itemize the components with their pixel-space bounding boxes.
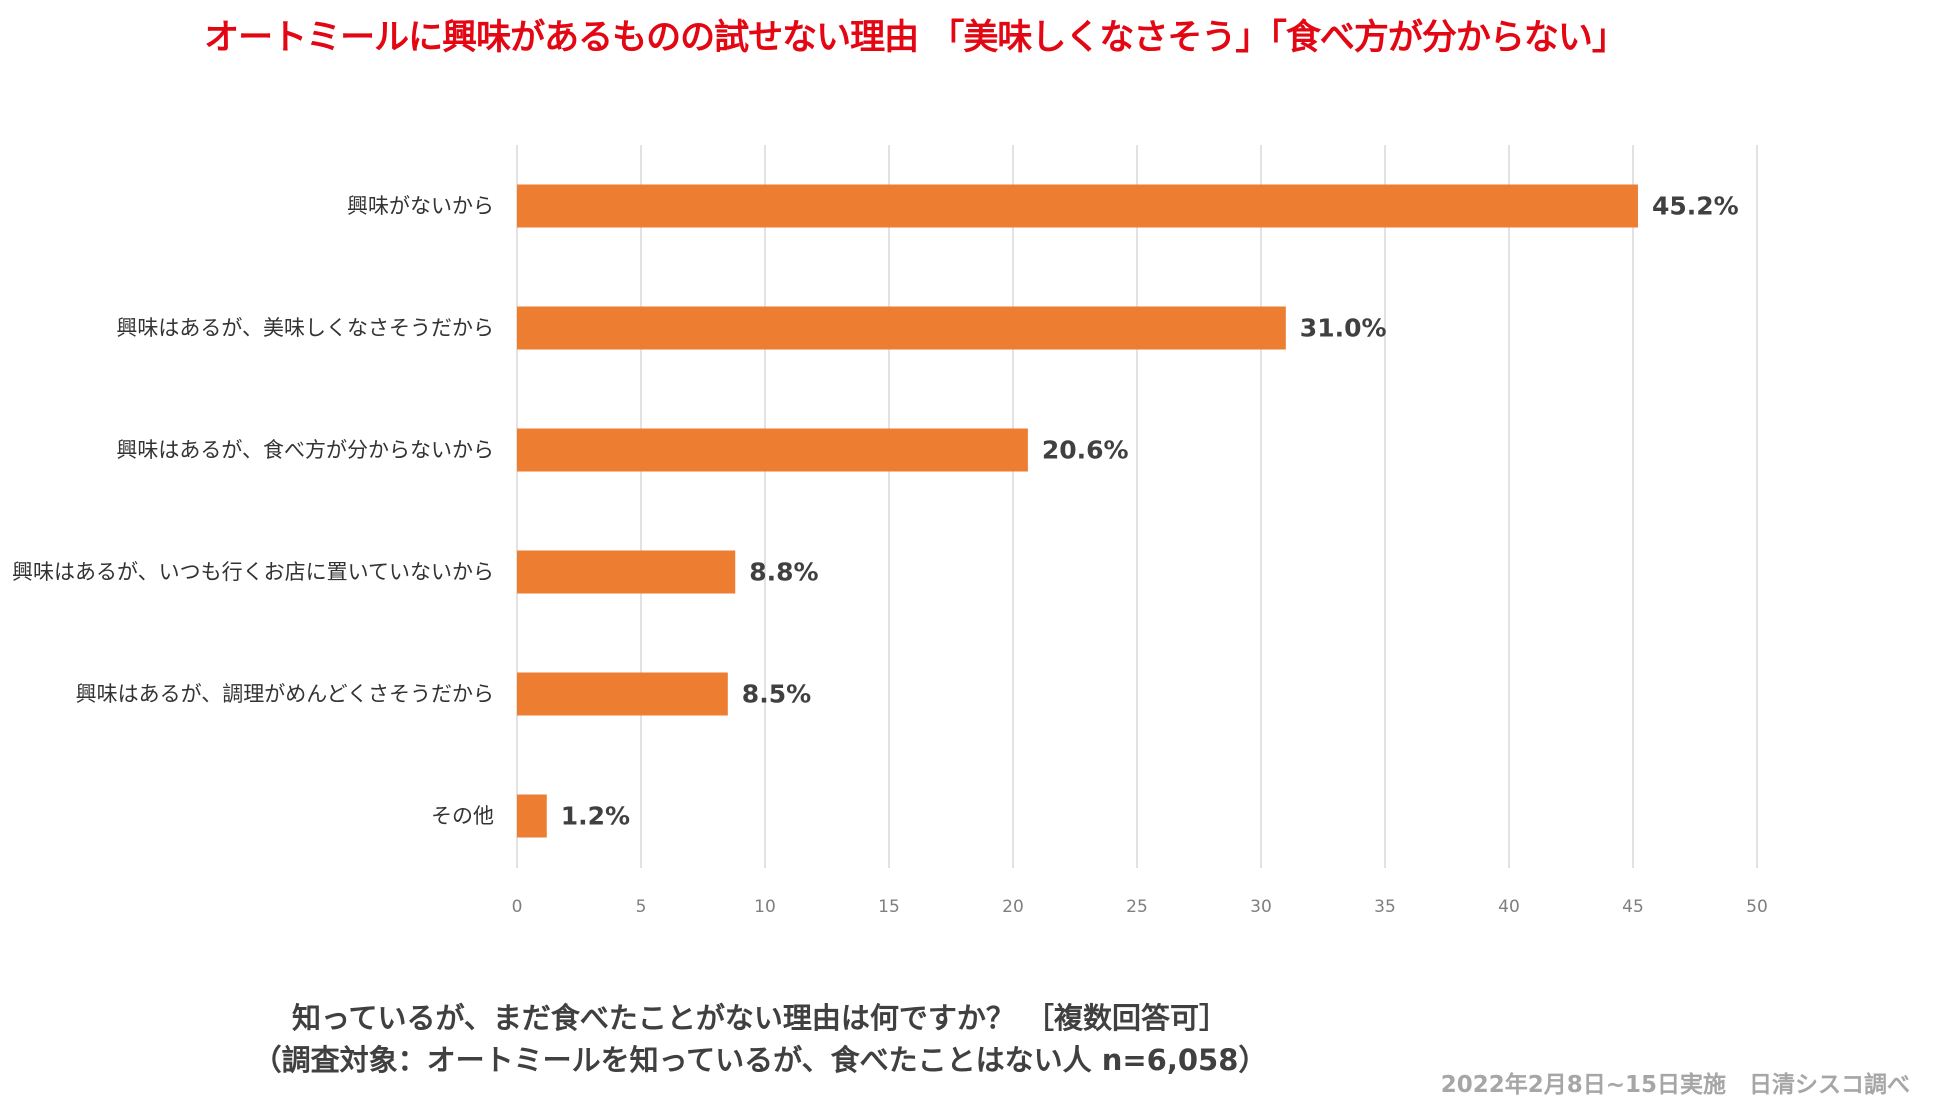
value-label-3: 20.6%: [1042, 436, 1129, 465]
category-label-4: 興味はあるが、いつも行くお店に置いていないから: [12, 560, 494, 584]
bar-5: [517, 672, 728, 716]
grid-lines: [516, 145, 1758, 868]
category-label-3: 興味はあるが、食べ方が分からないから: [116, 438, 494, 462]
x-tick-label-5: 5: [636, 897, 647, 917]
x-tick-label-35: 35: [1374, 897, 1396, 917]
survey-question: 知っているが、まだ食べたことがない理由は何ですか？ ［複数回答可］: [291, 1001, 1229, 1035]
x-tick-label-30: 30: [1250, 897, 1272, 917]
bar-3: [517, 428, 1028, 472]
bar-4: [517, 550, 736, 594]
category-label-6: その他: [431, 804, 494, 828]
x-tick-label-0: 0: [512, 897, 523, 917]
x-tick-label-40: 40: [1498, 897, 1520, 917]
x-axis-tick-labels: 0 5 10 15 20 25 30 35 40 45 50: [512, 897, 1768, 917]
category-labels: 興味がないから興味はあるが、美味しくなさそうだから興味はあるが、食べ方が分からな…: [12, 194, 494, 828]
value-label-2: 31.0%: [1300, 314, 1387, 343]
x-tick-label-50: 50: [1746, 897, 1768, 917]
category-label-5: 興味はあるが、調理がめんどくさそうだから: [76, 682, 494, 706]
bar-chart: 興味がないから興味はあるが、美味しくなさそうだから興味はあるが、食べ方が分からな…: [12, 145, 1768, 917]
value-label-4: 8.8%: [749, 558, 818, 587]
value-label-1: 45.2%: [1652, 192, 1739, 221]
survey-target: （調査対象：オートミールを知っているが、食べたことはない人 n=6,058）: [252, 1043, 1268, 1077]
bar-2: [517, 306, 1286, 350]
bar-6: [517, 794, 547, 838]
x-tick-label-15: 15: [878, 897, 900, 917]
x-tick-label-45: 45: [1622, 897, 1644, 917]
category-label-1: 興味がないから: [347, 194, 494, 218]
bar-1: [517, 184, 1638, 228]
x-tick-label-25: 25: [1126, 897, 1148, 917]
bars: [517, 184, 1638, 838]
chart-title: オートミールに興味があるものの試せない理由 「美味しくなさそう」「食べ方が分から…: [204, 18, 1627, 58]
category-label-2: 興味はあるが、美味しくなさそうだから: [116, 316, 494, 340]
x-tick-label-10: 10: [754, 897, 776, 917]
value-labels: 45.2% 31.0% 20.6% 8.8% 8.5% 1.2%: [561, 192, 1739, 831]
survey-credit: 2022年2月8日~15日実施 日清シスコ調べ: [1440, 1072, 1910, 1098]
value-label-5: 8.5%: [742, 680, 811, 709]
value-label-6: 1.2%: [561, 802, 630, 831]
x-tick-label-20: 20: [1002, 897, 1024, 917]
